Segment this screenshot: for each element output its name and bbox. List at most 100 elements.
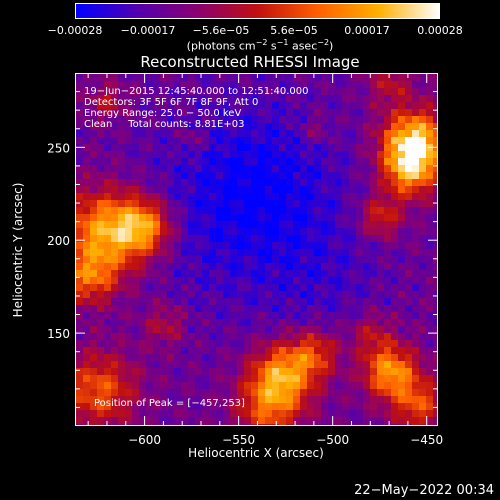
heatmap-cell	[363, 179, 371, 187]
heatmap-cell	[195, 137, 203, 145]
heatmap-cell	[244, 424, 252, 425]
heatmap-cell	[167, 165, 175, 173]
heatmap-cell	[398, 333, 406, 341]
heatmap-cell	[244, 305, 252, 313]
heatmap-cell	[279, 340, 287, 348]
heatmap-cell	[209, 200, 217, 208]
heatmap-cell	[314, 277, 322, 285]
heatmap-cell	[174, 193, 182, 201]
heatmap-cell	[328, 221, 336, 229]
heatmap-cell	[195, 249, 203, 257]
heatmap-cell	[132, 256, 140, 264]
heatmap-cell	[307, 382, 315, 390]
heatmap-cell	[342, 319, 350, 327]
heatmap-cell	[307, 298, 315, 306]
heatmap-cell	[83, 298, 91, 306]
heatmap-cell	[258, 207, 266, 215]
heatmap-cell	[237, 130, 245, 138]
heatmap-cell	[328, 256, 336, 264]
heatmap-cell	[104, 417, 112, 425]
heatmap-cell	[279, 403, 287, 411]
heatmap-cell	[132, 340, 140, 348]
heatmap-cell	[286, 123, 294, 131]
heatmap-cell	[104, 242, 112, 250]
heatmap-cell	[174, 354, 182, 362]
heatmap-cell	[244, 333, 252, 341]
heatmap-cell	[181, 382, 189, 390]
heatmap-cell	[153, 95, 161, 103]
heatmap-cell	[230, 200, 238, 208]
heatmap-cell	[405, 123, 413, 131]
heatmap-cell	[97, 361, 105, 369]
heatmap-cell	[132, 368, 140, 376]
heatmap-cell	[300, 81, 308, 89]
heatmap-cell	[405, 144, 413, 152]
heatmap-cell	[76, 340, 84, 348]
heatmap-cell	[293, 333, 301, 341]
heatmap-cell	[279, 228, 287, 236]
heatmap-cell	[139, 172, 147, 180]
heatmap-cell	[412, 158, 420, 166]
heatmap-cell	[405, 375, 413, 383]
heatmap-cell	[307, 305, 315, 313]
heatmap-cell	[111, 333, 119, 341]
heatmap-cell	[258, 137, 266, 145]
heatmap-cell	[76, 277, 84, 285]
heatmap-cell	[398, 81, 406, 89]
heatmap-cell	[433, 235, 437, 243]
heatmap-cell	[356, 291, 364, 299]
heatmap-cell	[405, 424, 413, 425]
heatmap-cell	[272, 151, 280, 159]
heatmap-cell	[286, 347, 294, 355]
heatmap-cell	[433, 396, 437, 404]
heatmap-cell	[258, 298, 266, 306]
heatmap-cell	[195, 417, 203, 425]
heatmap-cell	[181, 200, 189, 208]
heatmap-cell	[426, 179, 434, 187]
heatmap-cell	[300, 214, 308, 222]
heatmap-cell	[104, 291, 112, 299]
heatmap-cell	[118, 144, 126, 152]
heatmap-cell	[125, 403, 133, 411]
heatmap-cell	[265, 144, 273, 152]
heatmap-cell	[139, 123, 147, 131]
heatmap-cell	[181, 389, 189, 397]
heatmap-cell	[356, 88, 364, 96]
heatmap-cell	[314, 207, 322, 215]
heatmap-cell	[90, 312, 98, 320]
heatmap-cell	[188, 123, 196, 131]
heatmap-cell	[335, 74, 343, 82]
heatmap-cell	[258, 326, 266, 334]
heatmap-cell	[244, 389, 252, 397]
heatmap-cell	[328, 95, 336, 103]
heatmap-cell	[433, 368, 437, 376]
heatmap-cell	[76, 186, 84, 194]
heatmap-cell	[307, 144, 315, 152]
heatmap-cell	[279, 249, 287, 257]
heatmap-cell	[349, 81, 357, 89]
heatmap-cell	[265, 298, 273, 306]
heatmap-cell	[132, 95, 140, 103]
heatmap-cell	[419, 375, 427, 383]
heatmap-cell	[202, 410, 210, 418]
heatmap-cell	[314, 319, 322, 327]
heatmap-cell	[293, 137, 301, 145]
heatmap-cell	[181, 298, 189, 306]
heatmap-cell	[419, 291, 427, 299]
heatmap-cell	[230, 354, 238, 362]
heatmap-cell	[90, 74, 98, 82]
heatmap-cell	[433, 95, 437, 103]
heatmap-cell	[384, 263, 392, 271]
heatmap-cell	[391, 340, 399, 348]
heatmap-cell	[167, 249, 175, 257]
heatmap-cell	[76, 235, 84, 243]
heatmap-cell	[230, 81, 238, 89]
heatmap-cell	[342, 375, 350, 383]
heatmap-cell	[349, 424, 357, 425]
heatmap-cell	[111, 284, 119, 292]
heatmap-cell	[167, 123, 175, 131]
heatmap-cell	[335, 263, 343, 271]
heatmap-cell	[412, 186, 420, 194]
heatmap-cell	[258, 200, 266, 208]
heatmap-cell	[118, 368, 126, 376]
